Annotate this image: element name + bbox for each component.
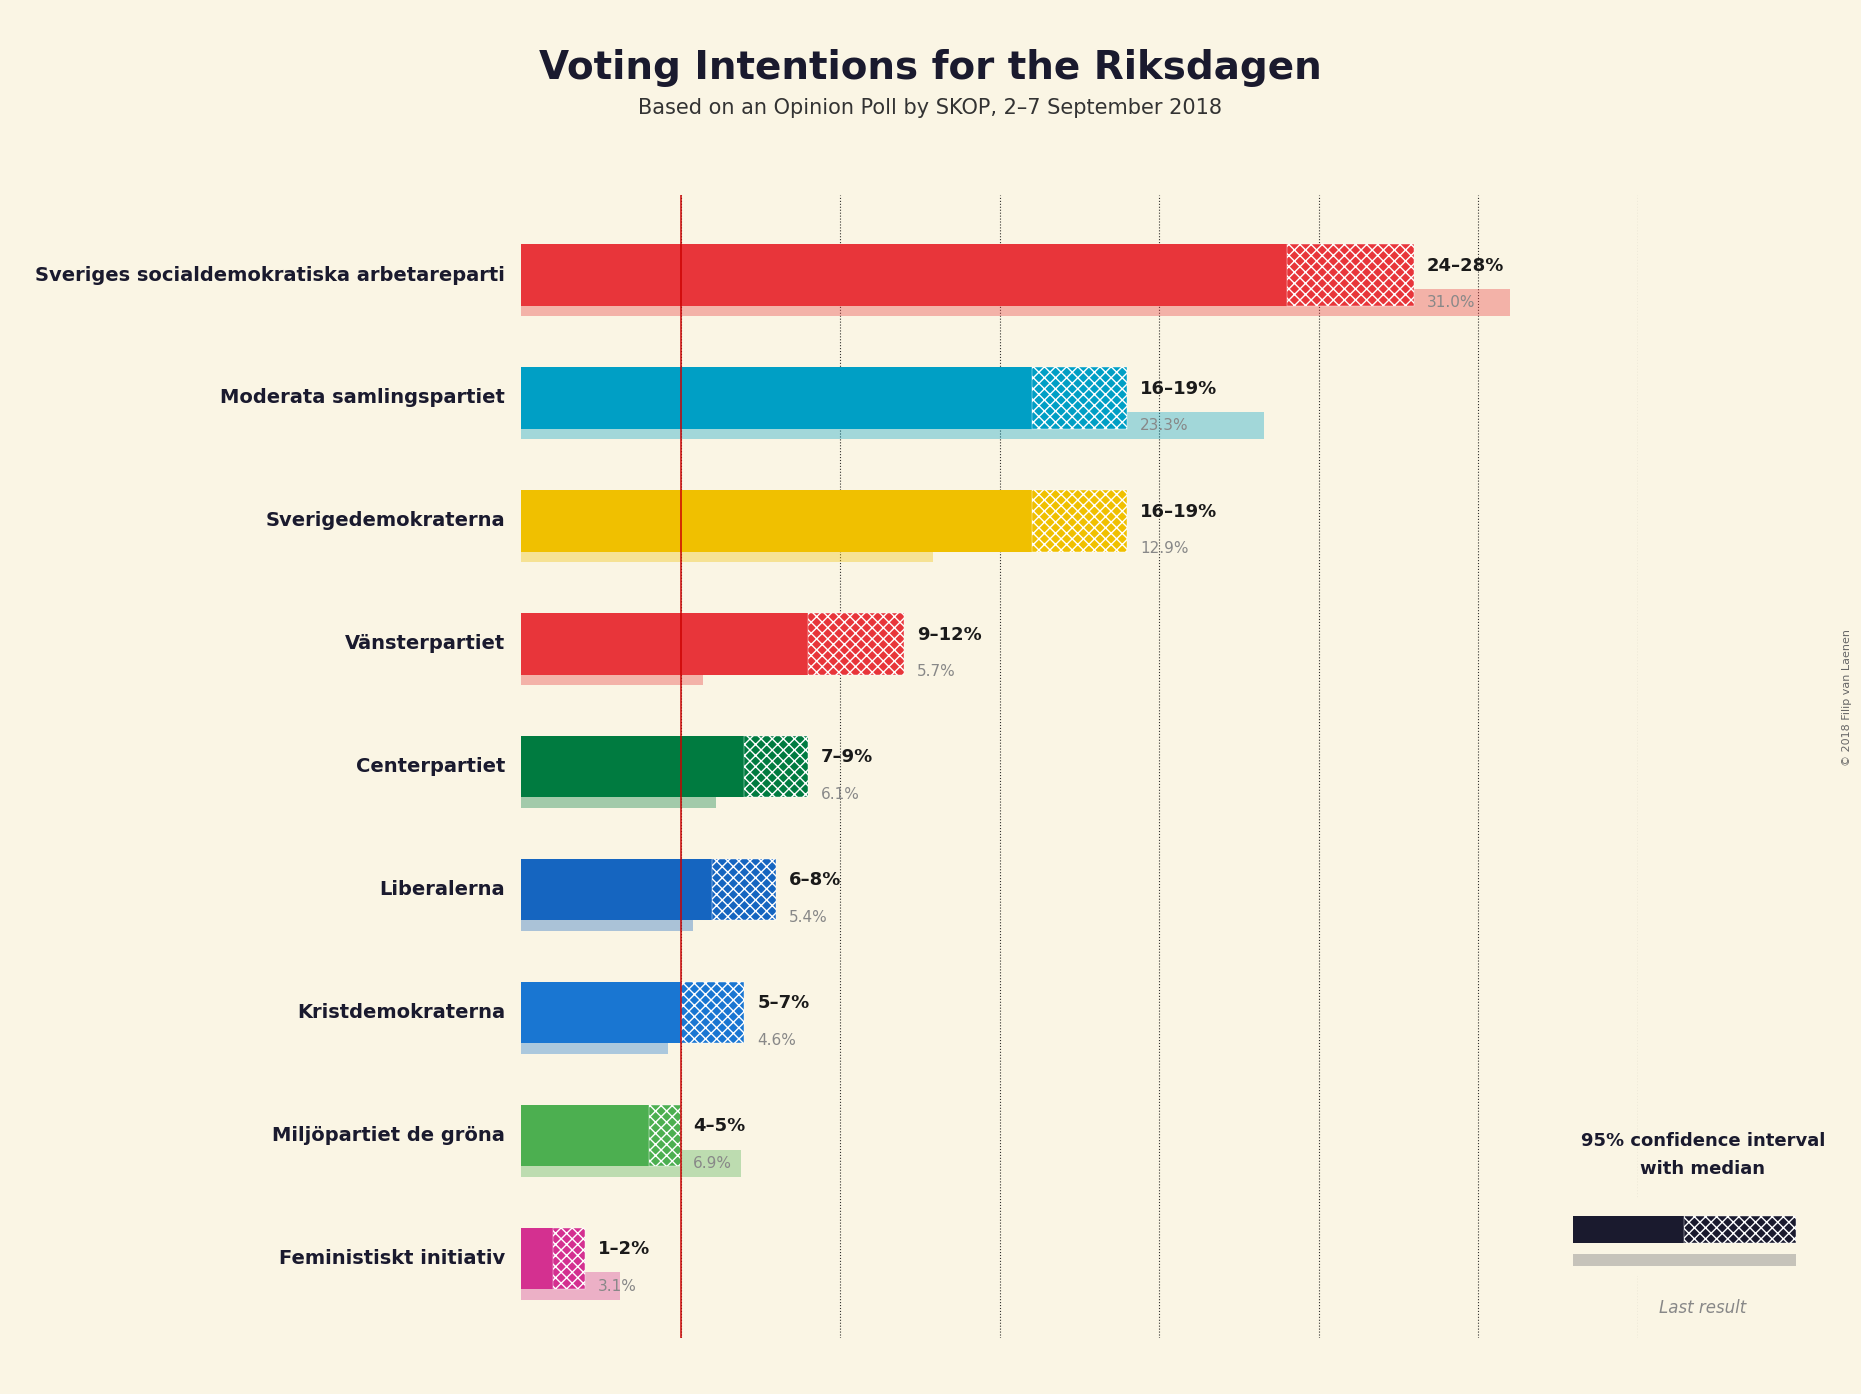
- Bar: [521, 535, 932, 562]
- Text: 16–19%: 16–19%: [1141, 503, 1217, 520]
- Bar: [808, 613, 904, 675]
- Bar: [649, 1104, 681, 1167]
- Text: 6.1%: 6.1%: [821, 786, 860, 802]
- Bar: [521, 1026, 668, 1054]
- Bar: [521, 658, 703, 684]
- Text: Based on an Opinion Poll by SKOP, 2–7 September 2018: Based on an Opinion Poll by SKOP, 2–7 Se…: [638, 98, 1223, 117]
- Text: 4–5%: 4–5%: [694, 1117, 746, 1135]
- Text: 9–12%: 9–12%: [917, 626, 981, 644]
- Bar: [1573, 1255, 1796, 1266]
- Bar: [521, 491, 1031, 552]
- Bar: [681, 981, 744, 1043]
- Text: Vänsterpartiet: Vänsterpartiet: [344, 634, 504, 654]
- Text: 7–9%: 7–9%: [821, 749, 873, 767]
- Text: 95% confidence interval: 95% confidence interval: [1580, 1132, 1826, 1150]
- Text: 4.6%: 4.6%: [757, 1033, 797, 1048]
- Text: Sveriges socialdemokratiska arbetareparti: Sveriges socialdemokratiska arbetarepart…: [35, 265, 504, 284]
- Text: 5.4%: 5.4%: [789, 910, 828, 924]
- Bar: [521, 781, 716, 809]
- Bar: [553, 1228, 584, 1289]
- Text: Sverigedemokraterna: Sverigedemokraterna: [266, 512, 504, 530]
- Text: 3.1%: 3.1%: [597, 1278, 636, 1294]
- Text: with median: with median: [1640, 1160, 1766, 1178]
- Text: Voting Intentions for the Riksdagen: Voting Intentions for the Riksdagen: [540, 49, 1321, 86]
- Text: 5.7%: 5.7%: [917, 664, 955, 679]
- Bar: [744, 736, 808, 797]
- Bar: [1031, 367, 1128, 429]
- Text: Liberalerna: Liberalerna: [380, 880, 504, 899]
- Text: 16–19%: 16–19%: [1141, 379, 1217, 397]
- Bar: [521, 1228, 553, 1289]
- Text: 24–28%: 24–28%: [1427, 256, 1504, 275]
- Bar: [521, 244, 1286, 305]
- Text: © 2018 Filip van Laenen: © 2018 Filip van Laenen: [1842, 629, 1852, 765]
- Bar: [521, 367, 1031, 429]
- Bar: [521, 413, 1264, 439]
- Bar: [1286, 244, 1414, 305]
- Bar: [521, 859, 713, 920]
- Bar: [521, 1150, 741, 1177]
- Bar: [521, 289, 1509, 316]
- Text: 6.9%: 6.9%: [694, 1156, 733, 1171]
- Bar: [521, 736, 744, 797]
- Bar: [1684, 1216, 1796, 1243]
- Text: Kristdemokraterna: Kristdemokraterna: [298, 1004, 504, 1022]
- Text: Last result: Last result: [1660, 1299, 1746, 1317]
- Text: 5–7%: 5–7%: [757, 994, 810, 1012]
- Text: 23.3%: 23.3%: [1141, 418, 1189, 434]
- Text: Miljöpartiet de gröna: Miljöpartiet de gröna: [272, 1126, 504, 1144]
- Text: 1–2%: 1–2%: [597, 1241, 649, 1259]
- Bar: [521, 613, 808, 675]
- Bar: [521, 981, 681, 1043]
- Bar: [521, 1104, 649, 1167]
- Bar: [713, 859, 776, 920]
- Bar: [521, 903, 694, 931]
- Text: 31.0%: 31.0%: [1427, 296, 1476, 311]
- Bar: [1573, 1216, 1684, 1243]
- Text: Moderata samlingspartiet: Moderata samlingspartiet: [220, 389, 504, 407]
- Text: Centerpartiet: Centerpartiet: [355, 757, 504, 776]
- Bar: [1031, 491, 1128, 552]
- Text: 6–8%: 6–8%: [789, 871, 841, 889]
- Text: Feministiskt initiativ: Feministiskt initiativ: [279, 1249, 504, 1269]
- Bar: [521, 1273, 620, 1299]
- Text: 12.9%: 12.9%: [1141, 541, 1189, 556]
